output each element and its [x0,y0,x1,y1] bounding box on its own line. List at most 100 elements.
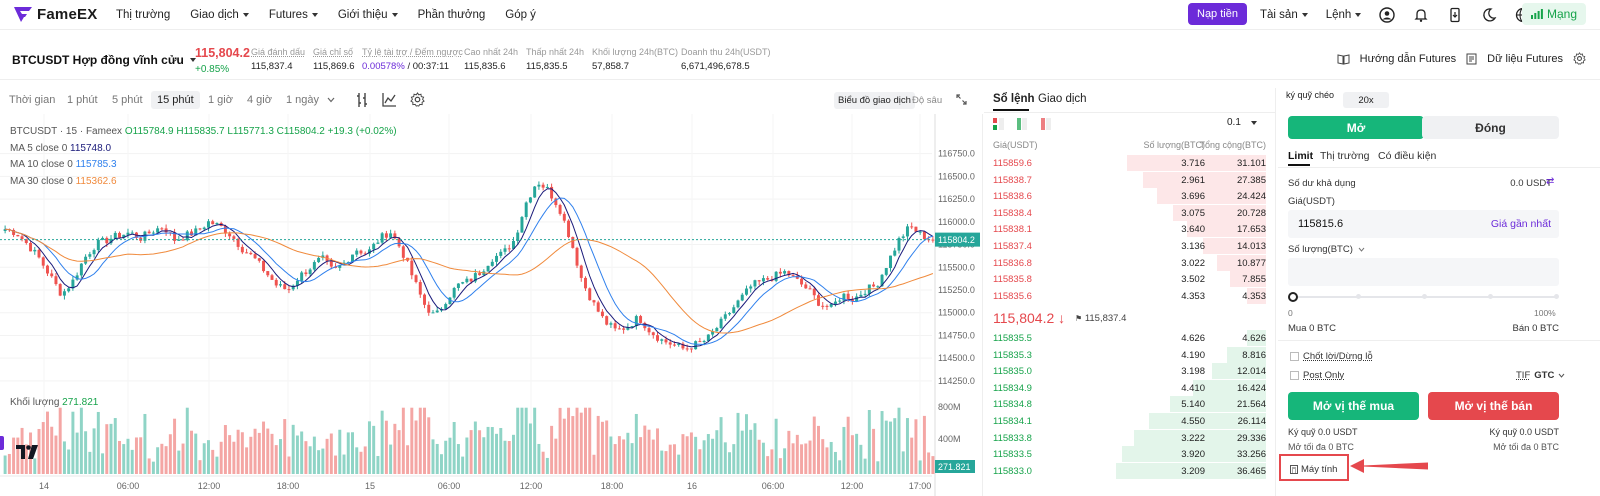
bid-row[interactable]: 115834.9 4.410 16.424 [984,379,1266,397]
view-trading-chart[interactable]: Biểu đồ giao dịch [834,92,915,109]
tpsl-label[interactable]: Chốt lời/Dừng lỗ [1303,351,1373,362]
volume-bar [783,448,787,474]
bell-icon[interactable] [1413,7,1429,23]
tab-limit[interactable]: Limit [1288,150,1314,162]
depth-bar [1143,171,1266,188]
bid-row[interactable]: 115834.1 4.550 26.114 [984,413,1266,430]
dark-mode-icon[interactable] [1481,7,1497,23]
tab-trades[interactable]: Giao dịch [1038,93,1087,105]
x-tick-label: 06:00 [117,481,140,491]
orders-menu[interactable]: Lệnh [1326,9,1362,21]
calculator-button[interactable]: Máy tính [1290,464,1337,475]
candle-body [223,225,227,234]
nav-item-markets[interactable]: Thị trường [116,9,170,21]
nav-item-rewards[interactable]: Phần thưởng [418,9,486,21]
slider-handle[interactable] [1288,292,1298,302]
user-icon[interactable] [1379,7,1396,23]
tab-order-book[interactable]: Sổ lệnh [993,93,1035,105]
bid-row[interactable]: 115833.0 3.209 36.465 [984,462,1266,480]
tif-select[interactable]: TIF GTC [1516,370,1565,381]
candle-body [262,260,266,272]
transfer-icon[interactable]: ⇄ [1546,176,1555,187]
nav-item-feedback[interactable]: Góp ý [505,9,536,21]
assets-menu[interactable]: Tài sản [1260,9,1308,21]
ask-row[interactable]: 115859.6 3.716 31.101 [984,155,1266,172]
indicators-icon[interactable] [382,92,397,107]
margin-mode-button[interactable]: ký quỹ chéo [1286,90,1335,100]
volume-bar [817,425,820,474]
tf-1h[interactable]: 1 giờ [208,94,233,106]
bid-row[interactable]: 115833.8 3.222 29.336 [984,429,1266,447]
leverage-button[interactable]: 20x [1343,92,1389,108]
network-status-button[interactable]: Mạng [1522,3,1586,25]
candle-body [787,271,791,276]
futures-data-link[interactable]: Dữ liệu Futures [1487,52,1563,65]
side-drawer-handle[interactable] [0,436,4,450]
quantity-input[interactable] [1288,258,1559,286]
ask-row[interactable]: 115838.1 3.640 17.653 [984,221,1266,238]
last-price-shortcut[interactable]: Giá gần nhất [1490,218,1551,230]
nav-item-trade[interactable]: Giao dịch [190,9,249,21]
settings-icon[interactable] [1573,52,1586,65]
open-tab[interactable]: Mở [1288,116,1424,139]
ask-row[interactable]: 115838.4 3.075 20.728 [984,204,1266,222]
pair-selector[interactable]: BTCUSDT Hợp đồng vĩnh cửu [12,53,196,67]
ask-row[interactable]: 115835.6 4.353 4.353 [984,287,1266,305]
tf-time[interactable]: Thời gian [9,94,56,106]
futures-guide-link[interactable]: Hướng dẫn Futures [1359,52,1457,65]
tab-conditional[interactable]: Có điều kiện [1378,150,1437,162]
available-balance-label: Số dư khả dụng [1288,178,1356,189]
view-depth-chart[interactable]: Độ sâu [912,95,943,106]
tf-1m[interactable]: 1 phút [67,94,98,106]
ask-row[interactable]: 115836.8 3.022 10.877 [984,254,1266,272]
close-tab[interactable]: Đóng [1422,116,1559,139]
ask-row[interactable]: 115838.7 2.961 27.385 [984,171,1266,189]
qty-unit-select[interactable]: Số lượng(BTC) [1288,244,1365,255]
bid-row[interactable]: 115833.5 3.920 33.256 [984,446,1266,463]
bid-row[interactable]: 115835.5 4.626 4.626 [984,330,1266,347]
candle-type-icon[interactable] [355,92,370,108]
nav-item-about[interactable]: Giới thiệu [338,9,398,21]
chevron-down-icon[interactable] [327,97,335,103]
price-input[interactable]: 115815.6 Giá gần nhất [1288,210,1559,238]
ask-row[interactable]: 115838.6 3.696 24.424 [984,188,1266,205]
candle-body [507,248,511,250]
ask-row[interactable]: 115837.4 3.136 14.013 [984,238,1266,255]
tf-4h[interactable]: 4 giờ [247,94,272,106]
price-chart[interactable]: 116750.0116500.0116250.0116000.0115750.0… [0,114,983,496]
tab-market[interactable]: Thị trường [1320,150,1370,162]
post-only-checkbox[interactable] [1290,371,1299,380]
tf-15m[interactable]: 15 phút [151,91,200,109]
precision-select[interactable]: 0.1 [1227,117,1257,128]
tf-5m[interactable]: 5 phút [112,94,143,106]
chart-canvas[interactable]: 116750.0116500.0116250.0116000.0115750.0… [0,114,983,496]
bid-row[interactable]: 115835.0 3.198 12.014 [984,363,1266,380]
funding-countdown: / 00:37:11 [407,61,449,72]
stat-label: Thấp nhất 24h [526,47,585,57]
volume-bar [698,449,702,474]
x-tick-label: 14 [39,481,49,491]
volume-bar [283,419,287,474]
candle-body [278,284,282,286]
deposit-button[interactable]: Nạp tiền [1188,3,1247,25]
y-tick-label: 116750.0 [938,149,975,159]
book-view-toggle-icons[interactable] [993,118,1053,130]
chart-settings-icon[interactable] [410,92,425,107]
tpsl-checkbox[interactable] [1290,352,1299,361]
download-app-icon[interactable] [1447,7,1463,23]
open-short-button[interactable]: Mở vị thế bán [1428,392,1559,420]
candle-body [105,237,109,244]
logo[interactable]: FameEX [14,6,97,23]
bid-row[interactable]: 115834.8 5.140 21.564 [984,396,1266,413]
bid-row[interactable]: 115835.3 4.190 8.816 [984,346,1266,364]
volume-bar [872,428,876,474]
post-only-label[interactable]: Post Only [1303,370,1345,381]
caret-down-icon [1301,13,1308,17]
candle-body [516,232,520,241]
ohlc-change: +19.3 (+0.02%) [327,126,397,137]
tf-1d[interactable]: 1 ngày [286,94,320,106]
ask-row[interactable]: 115835.8 3.502 7.855 [984,271,1266,288]
nav-item-futures[interactable]: Futures [269,9,318,21]
open-long-button[interactable]: Mở vị thế mua [1288,392,1419,420]
fullscreen-icon[interactable] [956,94,967,105]
